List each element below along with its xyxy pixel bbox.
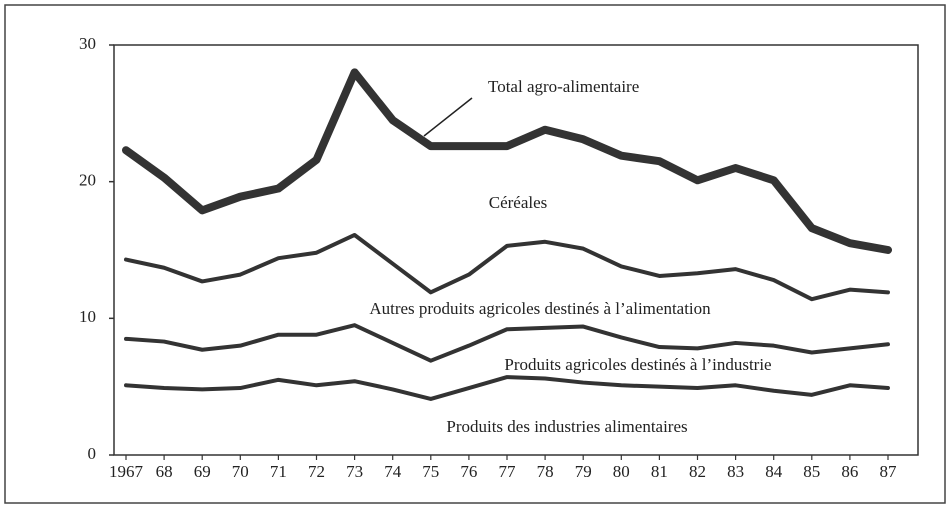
x-tick-label: 84	[765, 462, 783, 481]
x-tick-label: 71	[270, 462, 287, 481]
x-tick-label: 87	[880, 462, 898, 481]
series-label: Produits des industries alimentaires	[446, 417, 687, 436]
x-tick-label: 77	[499, 462, 517, 481]
series-label: Autres produits agricoles destinés à l’a…	[369, 299, 711, 318]
x-tick-label: 72	[308, 462, 325, 481]
series-line	[124, 375, 890, 401]
x-tick-label: 86	[841, 462, 858, 481]
x-tick-label: 83	[727, 462, 744, 481]
x-tick-label: 68	[156, 462, 173, 481]
x-tick-label: 70	[232, 462, 249, 481]
series-line	[124, 323, 890, 363]
plot-area	[113, 44, 919, 456]
series-label: Produits agricoles destinés à l’industri…	[504, 355, 771, 374]
y-tick-label: 30	[79, 34, 96, 53]
x-tick-label: 82	[689, 462, 706, 481]
series-label: Céréales	[489, 193, 548, 212]
x-tick-label: 81	[651, 462, 668, 481]
x-tick-label: 78	[537, 462, 554, 481]
x-tick-label: 74	[384, 462, 402, 481]
x-tick-label: 76	[460, 462, 477, 481]
annotation: Total agro-alimentaire	[488, 77, 639, 96]
y-tick-label: 20	[79, 171, 96, 190]
x-tick-label: 80	[613, 462, 630, 481]
x-tick-label: 79	[575, 462, 592, 481]
x-tick-label: 73	[346, 462, 363, 481]
x-tick-label: 69	[194, 462, 211, 481]
series-line	[122, 68, 892, 254]
y-tick-label: 0	[88, 444, 97, 463]
x-tick-label: 75	[422, 462, 439, 481]
x-tick-label: 1967	[109, 462, 144, 481]
frame	[4, 4, 946, 504]
series-line	[124, 232, 890, 302]
x-tick-label: 85	[803, 462, 820, 481]
annotation-pointer	[423, 97, 473, 137]
y-tick-label: 10	[79, 307, 96, 326]
